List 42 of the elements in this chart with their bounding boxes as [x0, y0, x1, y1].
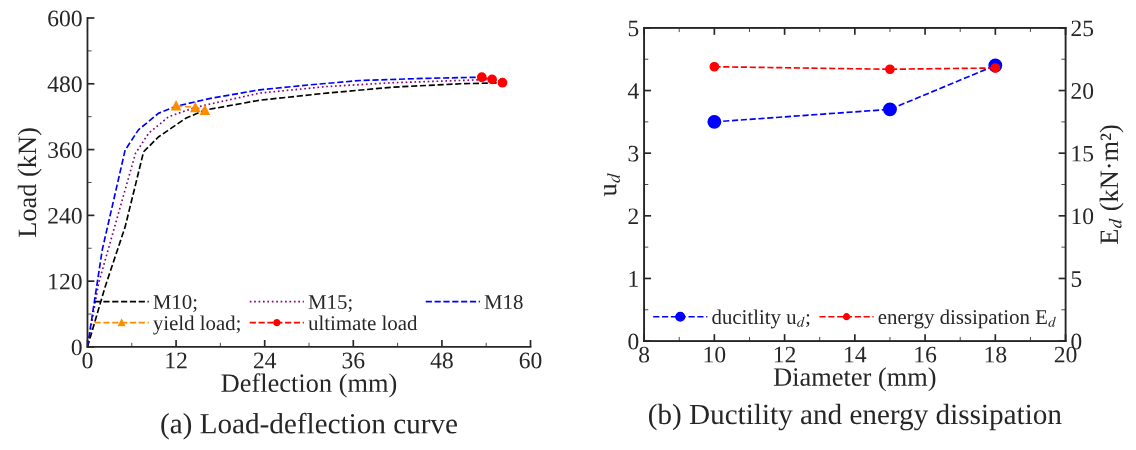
x-tick-label: 12 [166, 352, 187, 369]
y-tick-label: 2 [628, 208, 638, 225]
legend-label: M10; [153, 295, 197, 313]
y2-tick-label: 10 [1072, 208, 1094, 225]
x-tick-label: 12 [774, 346, 796, 363]
y2-tick-label: 25 [1071, 20, 1094, 37]
x-axis-title: Deflection (mm) [221, 373, 397, 398]
legend-label: M18 [484, 295, 523, 310]
y-tick-label: 0 [628, 333, 639, 350]
y-tick-label: 4 [627, 83, 639, 99]
x-tick-label: 36 [342, 352, 365, 369]
y-tick-label: 120 [49, 273, 82, 290]
y-axis-title: Load (kN) [17, 128, 42, 238]
x-tick-label: 8 [639, 346, 650, 363]
legend-label: ducitlity u$_{d}$; [712, 309, 810, 329]
x-tick-label: 60 [519, 352, 542, 369]
x-tick-label: 0 [82, 352, 93, 369]
x-tick-label: 24 [253, 352, 277, 369]
y-tick-label: 5 [628, 20, 639, 37]
text: (b) Ductility and energy dissipation [649, 403, 1062, 431]
y-tick-label: 480 [47, 76, 82, 93]
x-tick-label: 48 [430, 352, 453, 369]
legend-label: yield load; [153, 315, 240, 335]
y-tick-label: 600 [48, 10, 82, 27]
y2-tick-label: 20 [1071, 83, 1094, 99]
y-tick-label: 3 [628, 145, 639, 162]
x-axis-title: Diameter (mm) [773, 367, 936, 392]
x-tick-label: 18 [985, 346, 1007, 363]
y-axis-title: u$_{d}$ [604, 173, 620, 197]
y2-axis-title: E$_{d}$ (kN·m²) [1099, 125, 1124, 245]
legend-label: M15; [308, 295, 352, 313]
y2-tick-label: 15 [1072, 145, 1094, 162]
x-tick-label: 10 [704, 346, 726, 363]
y2-tick-label: 5 [1071, 271, 1082, 287]
legend-label: energy dissipation E$_{d}$ [878, 309, 1056, 329]
y-tick-label: 1 [629, 271, 638, 287]
y-tick-label: 240 [48, 207, 82, 224]
legend-label: ultimate load [308, 315, 418, 331]
text: (a) Load-deflection curve [161, 412, 457, 440]
y-tick-label: 360 [48, 142, 82, 158]
x-tick-label: 16 [915, 346, 937, 363]
x-tick-label: 14 [845, 346, 867, 363]
